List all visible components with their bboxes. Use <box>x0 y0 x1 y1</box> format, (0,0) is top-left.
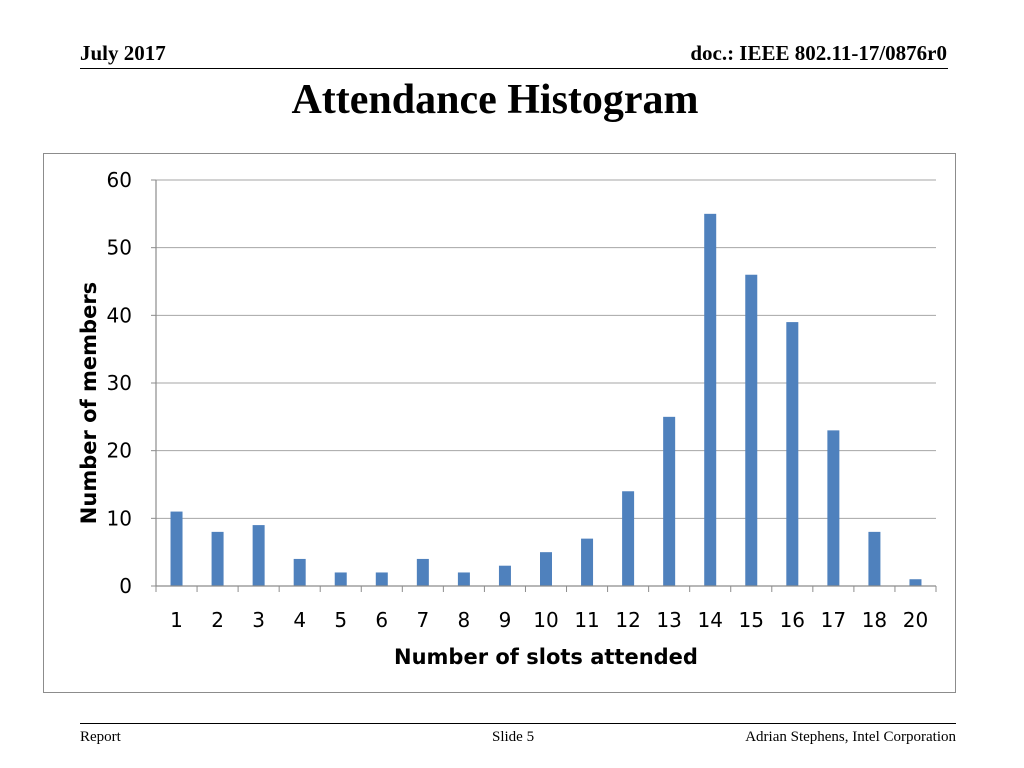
bar-slot-1 <box>170 511 183 586</box>
x-tick-label: 11 <box>574 608 599 632</box>
bar-slot-11 <box>581 538 594 586</box>
x-tick-label: 13 <box>656 608 681 632</box>
bar-slot-12 <box>622 491 635 586</box>
header-date: July 2017 <box>80 41 166 65</box>
bar-slot-18 <box>868 531 881 586</box>
y-tick-label: 10 <box>107 506 132 530</box>
x-tick-label: 3 <box>252 608 265 632</box>
bar-slot-13 <box>663 416 676 586</box>
bar-slot-7 <box>416 558 429 586</box>
x-tick-label: 16 <box>780 608 805 632</box>
axes <box>151 179 937 592</box>
x-tick-label: 7 <box>416 608 429 632</box>
bars <box>170 213 922 587</box>
y-tick-label: 0 <box>119 574 132 598</box>
x-tick-label: 8 <box>458 608 471 632</box>
y-tick-label: 50 <box>107 236 132 260</box>
chart-frame: 0 10 20 30 40 50 60 1 2 3 4 5 6 7 8 9 10 11 12 13 14 15 16 17 18… <box>43 153 956 693</box>
bar-slot-2 <box>211 531 224 586</box>
x-axis-title: Number of slots attended <box>394 645 698 669</box>
x-tick-label: 5 <box>334 608 347 632</box>
bar-slot-16 <box>786 322 799 586</box>
x-tick-label: 15 <box>739 608 764 632</box>
x-tick-label: 9 <box>499 608 512 632</box>
bar-slot-9 <box>498 565 511 586</box>
bar-slot-8 <box>457 572 470 586</box>
footer-left: Report <box>80 729 121 745</box>
bar-slot-10 <box>540 552 552 586</box>
x-tick-label: 6 <box>375 608 388 632</box>
gridlines <box>156 179 936 519</box>
x-tick-label: 14 <box>697 608 722 632</box>
x-tick-label: 18 <box>862 608 887 632</box>
bar-slot-15 <box>745 274 758 586</box>
bar-slot-3 <box>252 525 265 586</box>
bar-slot-4 <box>293 558 306 586</box>
x-tick-label: 20 <box>903 608 928 632</box>
y-tick-label: 40 <box>107 303 132 327</box>
footer-rule <box>80 723 956 724</box>
bar-slot-6 <box>375 572 388 586</box>
x-tick-label: 1 <box>170 608 183 632</box>
bar-slot-14 <box>704 213 717 587</box>
bar-slot-5 <box>334 572 347 586</box>
y-tick-label: 30 <box>107 371 132 395</box>
header-doc-id: doc.: IEEE 802.11-17/0876r0 <box>690 41 947 65</box>
x-tick-label: 10 <box>533 608 558 632</box>
x-tick-label: 12 <box>615 608 640 632</box>
y-tick-label: 60 <box>107 168 132 192</box>
y-axis-title: Number of members <box>77 282 101 524</box>
x-tick-label: 4 <box>293 608 306 632</box>
x-tick-label: 2 <box>211 608 224 632</box>
bar-slot-17 <box>827 430 840 586</box>
header-rule <box>80 68 948 69</box>
x-tick-label: 17 <box>821 608 846 632</box>
slide-title: Attendance Histogram <box>291 77 699 123</box>
footer-author: Adrian Stephens, Intel Corporation <box>745 729 956 745</box>
footer-slide-number: Slide 5 <box>492 729 535 745</box>
bar-slot-20 <box>909 579 922 586</box>
y-tick-label: 20 <box>107 439 132 463</box>
